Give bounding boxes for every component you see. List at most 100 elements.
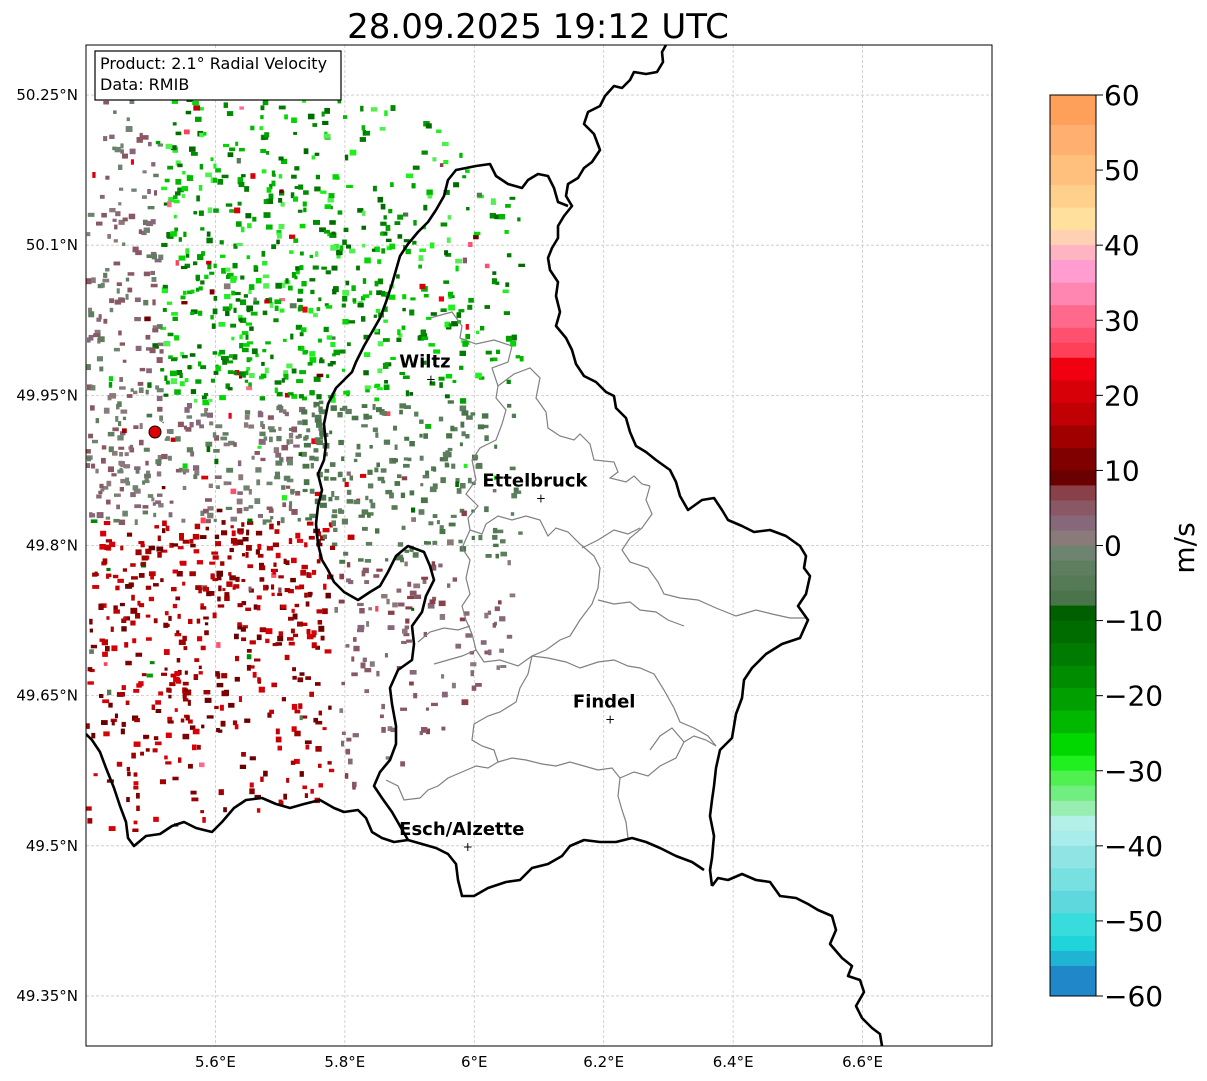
velocity-echo (175, 596, 181, 601)
velocity-echo (302, 785, 307, 790)
velocity-echo (249, 782, 254, 788)
velocity-echo (397, 329, 401, 336)
velocity-echo (142, 505, 149, 509)
velocity-echo (484, 435, 489, 441)
city-esch-alzette[interactable]: +Esch/Alzette (399, 819, 524, 854)
velocity-echo (462, 175, 467, 179)
velocity-echo (470, 670, 474, 677)
velocity-echo (196, 275, 200, 282)
velocity-echo (90, 385, 96, 391)
velocity-echo (329, 462, 336, 467)
velocity-echo (319, 502, 327, 508)
velocity-echo (207, 207, 213, 214)
velocity-echo (261, 169, 267, 174)
velocity-echo (451, 463, 456, 469)
velocity-echo (377, 259, 382, 264)
velocity-echo (419, 419, 424, 424)
velocity-echo (179, 533, 184, 539)
national-borders (86, 45, 884, 1046)
velocity-echo (328, 705, 332, 710)
velocity-echo (466, 207, 470, 211)
velocity-echo (268, 193, 274, 199)
velocity-echo (421, 336, 429, 341)
velocity-echo (193, 674, 199, 680)
velocity-echo (494, 606, 500, 612)
velocity-echo (361, 424, 368, 428)
velocity-echo (200, 280, 205, 285)
city-ettelbruck[interactable]: +Ettelbruck (482, 470, 588, 505)
velocity-echo (518, 531, 523, 535)
velocity-echo (243, 422, 249, 428)
velocity-echo (100, 488, 105, 492)
colorbar-segment (1050, 710, 1096, 734)
velocity-echo (88, 334, 94, 341)
velocity-echo (209, 289, 215, 295)
velocity-echo (461, 431, 466, 437)
velocity-echo (155, 709, 162, 713)
info-box-frame (94, 50, 342, 101)
map-panel[interactable]: +Wiltz +Ettelbruck +Findel +Esch/Alzette Pr… (85, 44, 993, 1047)
velocity-echo (249, 640, 256, 645)
velocity-echo (238, 147, 245, 152)
velocity-echo (111, 645, 118, 652)
velocity-echo (425, 123, 432, 129)
velocity-echo (515, 355, 521, 359)
velocity-echo (322, 608, 328, 615)
velocity-echo (210, 177, 214, 183)
velocity-echo (248, 505, 254, 509)
velocity-echo (157, 143, 164, 147)
velocity-echo (94, 329, 101, 335)
velocity-echo (252, 216, 257, 222)
velocity-echo (433, 349, 441, 354)
velocity-echo (308, 307, 314, 314)
velocity-echo (192, 744, 197, 751)
velocity-echo (511, 493, 518, 499)
colorbar-segment (1050, 770, 1096, 787)
velocity-echo (118, 446, 125, 450)
velocity-echo (207, 506, 214, 511)
velocity-echo (421, 576, 429, 580)
velocity-echo (380, 231, 388, 236)
velocity-echo (500, 539, 506, 544)
velocity-echo (315, 720, 323, 725)
velocity-echo (364, 689, 370, 694)
velocity-echo (90, 463, 96, 469)
velocity-echo (286, 439, 290, 445)
velocity-echo (246, 649, 252, 653)
velocity-echo (423, 294, 429, 298)
velocity-echo (458, 539, 463, 544)
radar-site-marker[interactable] (143, 420, 167, 444)
velocity-echo (212, 432, 217, 438)
colorbar-segment (1050, 950, 1096, 967)
velocity-echo (246, 654, 252, 660)
city-wiltz[interactable]: +Wiltz (399, 351, 450, 386)
colorbar-tick-label: −30 (1104, 755, 1163, 788)
velocity-echo (109, 298, 115, 304)
velocity-echo (376, 568, 383, 572)
velocity-echo (334, 496, 340, 501)
velocity-echo (199, 762, 205, 768)
velocity-echo (205, 441, 213, 447)
velocity-echo (283, 558, 287, 564)
velocity-echo (185, 427, 192, 432)
info-product: Product: 2.1° Radial Velocity (100, 54, 327, 73)
velocity-echo (394, 221, 401, 225)
velocity-echo (220, 254, 226, 258)
velocity-echo (485, 350, 492, 355)
velocity-echo (234, 292, 241, 296)
velocity-echo (154, 525, 159, 529)
velocity-echo (315, 682, 321, 686)
velocity-echo (431, 561, 436, 566)
velocity-echo (353, 499, 361, 505)
canton-boundaries (385, 311, 806, 839)
velocity-echo (455, 481, 459, 487)
velocity-echo (343, 227, 349, 232)
velocity-echo (184, 129, 190, 135)
velocity-echo (138, 387, 144, 393)
velocity-echo (380, 221, 387, 226)
velocity-echo (213, 296, 218, 301)
velocity-echo (249, 373, 255, 378)
city-findel[interactable]: +Findel (573, 692, 636, 727)
velocity-echo (244, 718, 251, 723)
velocity-echo (259, 562, 264, 567)
